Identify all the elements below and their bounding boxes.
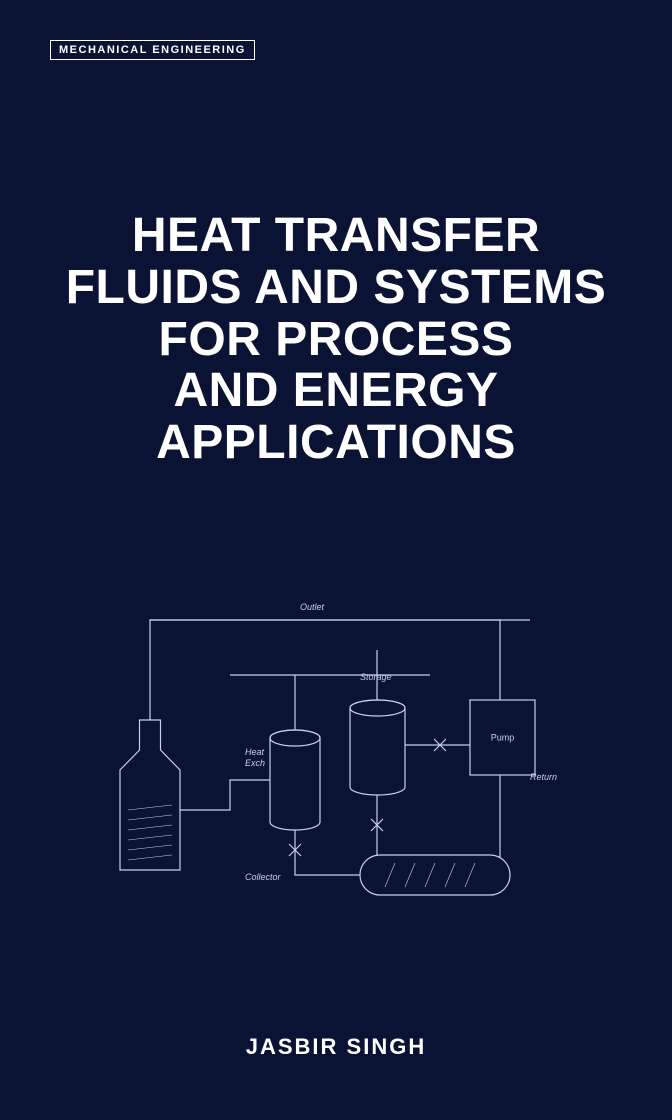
title-line: APPLICATIONS <box>40 417 632 469</box>
svg-text:Outlet: Outlet <box>300 602 325 612</box>
title-line: HEAT TRANSFER <box>40 210 632 262</box>
book-cover: MECHANICAL ENGINEERING HEAT TRANSFER FLU… <box>0 0 672 1120</box>
author-name: JASBIR SINGH <box>0 1034 672 1060</box>
title-line: FLUIDS AND SYSTEMS <box>40 262 632 314</box>
title-line: AND ENERGY <box>40 365 632 417</box>
svg-text:Exch: Exch <box>245 758 265 768</box>
svg-text:Storage: Storage <box>360 672 392 682</box>
series-label: MECHANICAL ENGINEERING <box>50 40 255 60</box>
svg-text:Heat: Heat <box>245 747 265 757</box>
svg-text:Return: Return <box>530 772 557 782</box>
process-diagram: Pump Outlet Storage HeatExch Return Collector <box>100 580 572 920</box>
title-line: FOR PROCESS <box>40 314 632 366</box>
book-title: HEAT TRANSFER FLUIDS AND SYSTEMS FOR PRO… <box>0 210 672 469</box>
svg-text:Collector: Collector <box>245 872 282 882</box>
svg-text:Pump: Pump <box>491 733 515 743</box>
